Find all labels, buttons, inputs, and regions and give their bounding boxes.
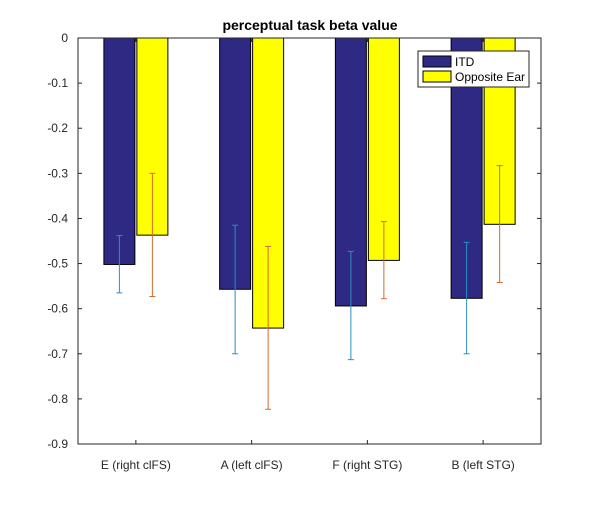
y-tick-label: -0.9 [47, 437, 68, 451]
y-tick-label: -0.7 [47, 347, 68, 361]
plot-area [77, 37, 542, 445]
y-tick-label: -0.2 [47, 121, 68, 135]
x-tick-label: A (left clFS) [221, 458, 283, 472]
chart-title: perceptual task beta value [222, 17, 397, 33]
x-tick-label: B (left STG) [451, 458, 514, 472]
y-tick-label: 0 [61, 31, 68, 45]
x-tick-label: F (right STG) [332, 458, 402, 472]
y-tick-label: -0.4 [47, 211, 68, 225]
bar [103, 37, 136, 265]
y-tick-label: -0.3 [47, 166, 68, 180]
y-tick-label: -0.8 [47, 392, 68, 406]
legend-label: ITD [455, 55, 475, 69]
y-tick-label: -0.5 [47, 257, 68, 271]
legend-swatch [422, 70, 452, 83]
legend-swatch [422, 55, 452, 68]
legend-label: Opposite Ear [455, 70, 525, 84]
x-tick-label: E (right clFS) [101, 458, 171, 472]
y-tick-label: -0.6 [47, 302, 68, 316]
y-tick-label: -0.1 [47, 76, 68, 90]
